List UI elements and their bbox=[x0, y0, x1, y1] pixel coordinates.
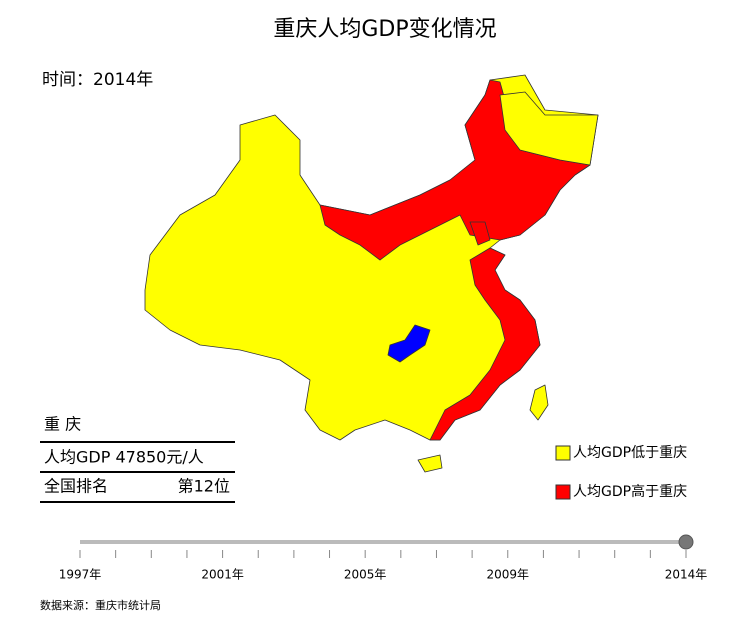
map-region bbox=[417, 454, 443, 473]
legend-label: 人均GDP低于重庆 bbox=[573, 445, 687, 461]
map-region bbox=[529, 384, 549, 421]
map-region bbox=[499, 91, 599, 166]
legend-label: 人均GDP高于重庆 bbox=[573, 483, 687, 500]
timeline-label: 2001年 bbox=[201, 568, 244, 582]
info-rank-label: 全国排名 bbox=[44, 477, 108, 496]
legend-swatch bbox=[555, 445, 571, 461]
legend-swatch bbox=[555, 484, 571, 500]
timeline-label: 2005年 bbox=[344, 568, 387, 582]
info-rank: 第12位 bbox=[178, 477, 230, 496]
map-region bbox=[387, 324, 431, 363]
map-region bbox=[429, 247, 541, 441]
map bbox=[144, 74, 599, 473]
map-region bbox=[469, 221, 491, 246]
title: 重庆人均GDP变化情况 bbox=[273, 17, 496, 42]
source: 数据来源：重庆市统计局 bbox=[40, 598, 161, 612]
info-box: 重 庆 人均GDP 47850元/人 全国排名 第12位 bbox=[40, 415, 235, 503]
timeline-label: 2009年 bbox=[486, 568, 529, 582]
info-city: 重 庆 bbox=[44, 415, 81, 434]
time-label: 时间：2014年 bbox=[42, 70, 153, 90]
timeline-label: 1997年 bbox=[59, 568, 102, 582]
timeline-handle[interactable] bbox=[678, 534, 694, 550]
map-region bbox=[319, 79, 591, 261]
info-gdp: 人均GDP 47850元/人 bbox=[44, 448, 204, 467]
timeline-label: 2014年 bbox=[665, 568, 708, 582]
timeline: 1997年 2001年 2005年 2009年 2014年 bbox=[59, 534, 708, 582]
